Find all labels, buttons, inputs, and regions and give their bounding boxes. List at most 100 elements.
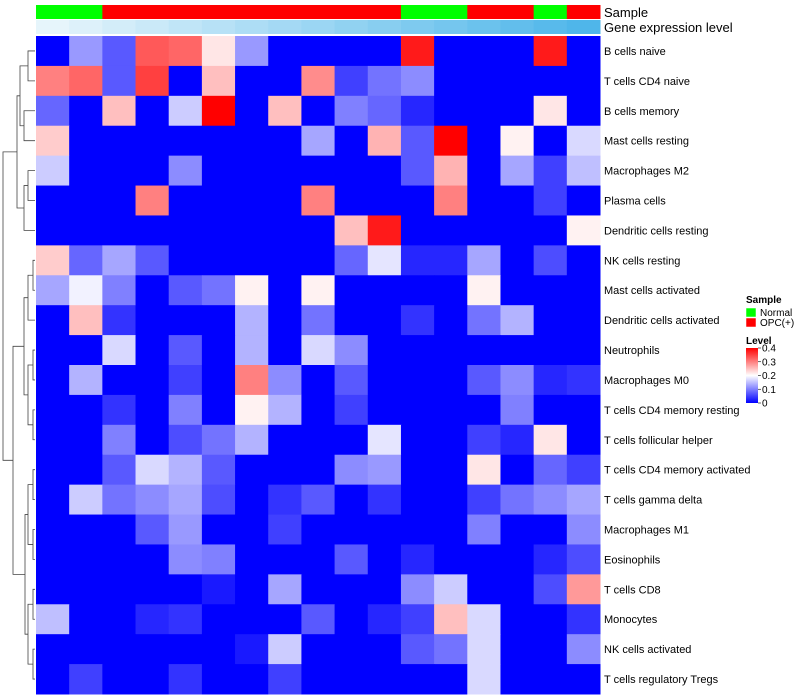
heatmap-cell (102, 275, 137, 306)
heatmap-cell (467, 664, 501, 695)
heatmap-cell (400, 454, 435, 486)
heatmap-cell (566, 155, 601, 187)
heatmap-cell (434, 454, 468, 486)
sample-annotation-cell (235, 5, 269, 19)
heatmap-cell (533, 604, 568, 635)
heatmap-cell (201, 394, 236, 426)
heatmap-cell (301, 65, 336, 97)
heatmap-cell (434, 604, 468, 635)
heatmap-cell (235, 484, 269, 516)
heatmap-cell (400, 185, 435, 216)
row-labels: B cells naive T cells CD4 naive B cells me… (604, 46, 751, 686)
heatmap-cell (566, 394, 601, 426)
heatmap-cell (268, 424, 302, 456)
heatmap-cell (36, 65, 70, 97)
sample-annotation-cell (566, 5, 601, 19)
heatmap-cell (400, 424, 435, 456)
heatmap-cell (201, 424, 236, 456)
heatmap-cell (135, 245, 170, 276)
dendrogram-branch (2, 151, 17, 461)
heatmap-cell (36, 305, 70, 336)
heatmap-cell (500, 365, 535, 396)
dendrogram-branch (12, 345, 25, 575)
heatmap-cell (400, 604, 435, 635)
row-label: T cells CD4 memory activated (604, 465, 751, 477)
heatmap-cell (301, 394, 336, 426)
heatmap-cell (467, 574, 501, 605)
heatmap-cell (235, 155, 269, 187)
heatmap-cell (400, 36, 435, 67)
heatmap-cell (500, 454, 535, 486)
heatmap-cell (467, 215, 501, 246)
sample-annotation-cell (168, 5, 203, 19)
expression-annotation-cell (69, 20, 103, 34)
heatmap-cell (102, 305, 137, 336)
heatmap-cell (566, 365, 601, 396)
heatmap-cell (400, 335, 435, 366)
heatmap-cell (400, 394, 435, 426)
heatmap-cell (69, 394, 103, 426)
heatmap-cell (135, 125, 170, 157)
heatmap-cell (566, 215, 601, 246)
heatmap-cell (102, 215, 137, 246)
heatmap-cell (135, 65, 170, 97)
heatmap-cell (36, 544, 70, 575)
heatmap-cell (201, 544, 236, 575)
heatmap-cell (301, 514, 336, 545)
expression-annotation-cell (235, 20, 269, 34)
expression-annotation-cell (301, 20, 336, 34)
heatmap-cells (36, 36, 601, 695)
heatmap-cell (268, 484, 302, 516)
sample-annotation-bar (36, 5, 601, 19)
heatmap-cell (400, 65, 435, 97)
heatmap-cell (533, 95, 568, 127)
heatmap-cell (566, 664, 601, 695)
heatmap-cell (301, 125, 336, 157)
expression-annotation-cell (201, 20, 236, 34)
heatmap-cell (500, 185, 535, 216)
heatmap-cell (235, 544, 269, 575)
heatmap-cell (400, 305, 435, 336)
heatmap-cell (36, 155, 70, 187)
heatmap-cell (102, 125, 137, 157)
heatmap-cell (467, 634, 501, 665)
heatmap-cell (201, 365, 236, 396)
heatmap-cell (334, 275, 369, 306)
heatmap-cell (500, 634, 535, 665)
row-label: Neutrophils (604, 345, 660, 357)
heatmap-cell (367, 454, 402, 486)
heatmap-cell (102, 514, 137, 545)
heatmap-cell (102, 65, 137, 97)
heatmap-cell (500, 574, 535, 605)
heatmap-cell (533, 155, 568, 187)
heatmap-cell (268, 65, 302, 97)
heatmap-cell (69, 125, 103, 157)
heatmap-cell (301, 275, 336, 306)
heatmap-cell (135, 514, 170, 545)
heatmap-cell (467, 125, 501, 157)
heatmap-cell (201, 125, 236, 157)
row-label: Eosinophils (604, 554, 661, 566)
heatmap-cell (201, 95, 236, 127)
heatmap-cell (201, 185, 236, 216)
heatmap-cell (168, 95, 203, 127)
heatmap-cell (500, 544, 535, 575)
heatmap-cell (135, 335, 170, 366)
heatmap-cell (102, 36, 137, 67)
heatmap-cell (566, 484, 601, 516)
heatmap-cell (69, 664, 103, 695)
heatmap-cell (135, 424, 170, 456)
heatmap-cell (168, 544, 203, 575)
heatmap-cell (533, 574, 568, 605)
sample-annotation-cell (467, 5, 501, 19)
heatmap-cell (201, 484, 236, 516)
heatmap-cell (566, 95, 601, 127)
sample-annotation-cell (201, 5, 236, 19)
heatmap-cell (367, 544, 402, 575)
row-label: Macrophages M2 (604, 166, 689, 178)
dendrogram-branch (27, 484, 33, 545)
heatmap-cell (400, 275, 435, 306)
heatmap-cell (400, 664, 435, 695)
row-label: T cells CD8 (604, 584, 661, 596)
dendrogram-branch (23, 110, 35, 142)
